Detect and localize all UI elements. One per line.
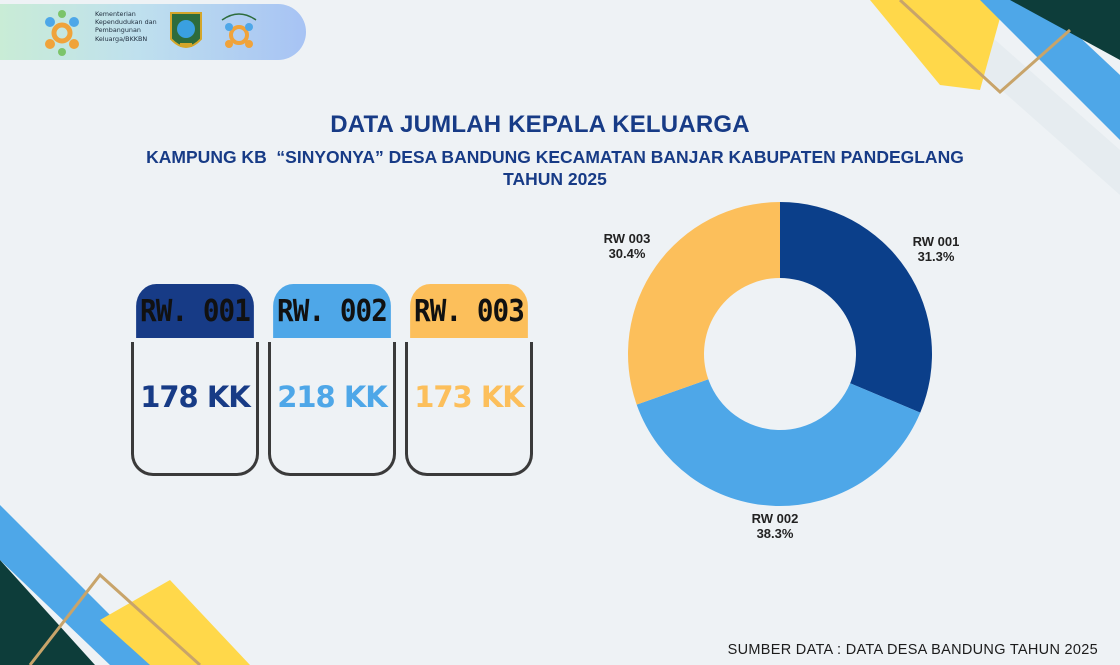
card-value: 173 KK <box>414 380 525 414</box>
card-body: 178 KK <box>131 342 259 476</box>
page-subtitle: KAMPUNG KB “SINYONYA” DESA BANDUNG KECAM… <box>0 146 1110 190</box>
subtitle-line-2: TAHUN 2025 <box>503 169 607 189</box>
card-rw-001: RW. 001 178 KK <box>131 284 259 476</box>
card-value: 178 KK <box>140 380 251 414</box>
card-rw-003: RW. 003 173 KK <box>405 284 533 476</box>
slice-percent-label: 31.3% <box>918 249 955 264</box>
subtitle-line-1: KAMPUNG KB “SINYONYA” DESA BANDUNG KECAM… <box>146 147 964 167</box>
slice-category-label: RW 001 <box>913 234 960 249</box>
slice-percent-label: 38.3% <box>757 526 794 541</box>
slice-category-label: RW 002 <box>752 511 799 526</box>
card-label: RW. 003 <box>410 284 528 338</box>
slice-percent-label: 30.4% <box>609 246 646 261</box>
regency-emblem-icon <box>170 12 202 48</box>
card-label: RW. 001 <box>136 284 254 338</box>
page-title: DATA JUMLAH KEPALA KELUARGA <box>330 111 750 138</box>
donut-slice-rw-002 <box>636 379 921 506</box>
donut-slice-rw-003 <box>628 202 780 405</box>
donut-slice-rw-001 <box>780 202 933 413</box>
card-rw-002: RW. 002 218 KK <box>268 284 396 476</box>
slice-category-label: RW 003 <box>604 231 651 246</box>
card-label: RW. 002 <box>273 284 391 338</box>
data-source: SUMBER DATA : DATA DESA BANDUNG TAHUN 20… <box>727 642 1098 658</box>
kampung-kb-logo-icon <box>221 13 257 48</box>
bkkbn-logo-icon <box>45 10 79 56</box>
card-value: 218 KK <box>277 380 388 414</box>
card-body: 173 KK <box>405 342 533 476</box>
card-body: 218 KK <box>268 342 396 476</box>
ministry-name: Kementerian Kependudukan dan Pembangunan… <box>95 10 157 43</box>
header-logo-bar <box>0 4 306 60</box>
